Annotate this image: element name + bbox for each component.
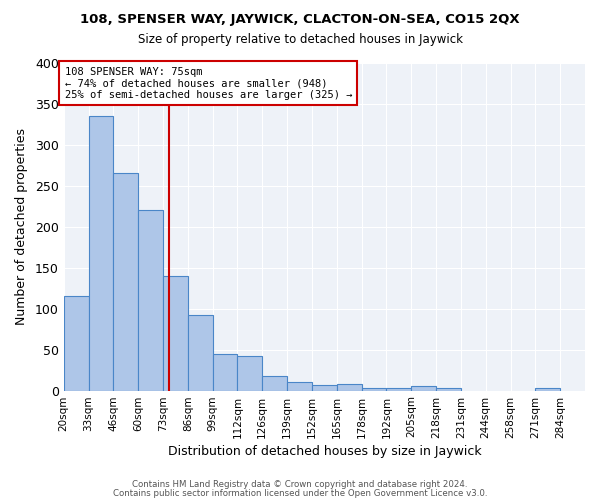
Text: Size of property relative to detached houses in Jaywick: Size of property relative to detached ho… [137,32,463,46]
Text: 108 SPENSER WAY: 75sqm
← 74% of detached houses are smaller (948)
25% of semi-de: 108 SPENSER WAY: 75sqm ← 74% of detached… [65,66,352,100]
Bar [212,354,238,391]
Text: 108, SPENSER WAY, JAYWICK, CLACTON-ON-SEA, CO15 2QX: 108, SPENSER WAY, JAYWICK, CLACTON-ON-SE… [80,12,520,26]
Bar [337,384,362,390]
Y-axis label: Number of detached properties: Number of detached properties [15,128,28,325]
Bar [386,388,411,390]
Bar [64,296,89,390]
Bar [287,382,312,390]
Bar [89,116,113,390]
Bar [362,388,386,390]
Bar [238,356,262,390]
Bar [436,388,461,390]
Bar [411,386,436,390]
Bar [163,276,188,390]
Bar [262,376,287,390]
X-axis label: Distribution of detached houses by size in Jaywick: Distribution of detached houses by size … [167,444,481,458]
Bar [138,210,163,390]
Bar [113,173,138,390]
Bar [312,385,337,390]
Bar [535,388,560,390]
Text: Contains HM Land Registry data © Crown copyright and database right 2024.: Contains HM Land Registry data © Crown c… [132,480,468,489]
Text: Contains public sector information licensed under the Open Government Licence v3: Contains public sector information licen… [113,488,487,498]
Bar [188,315,212,390]
